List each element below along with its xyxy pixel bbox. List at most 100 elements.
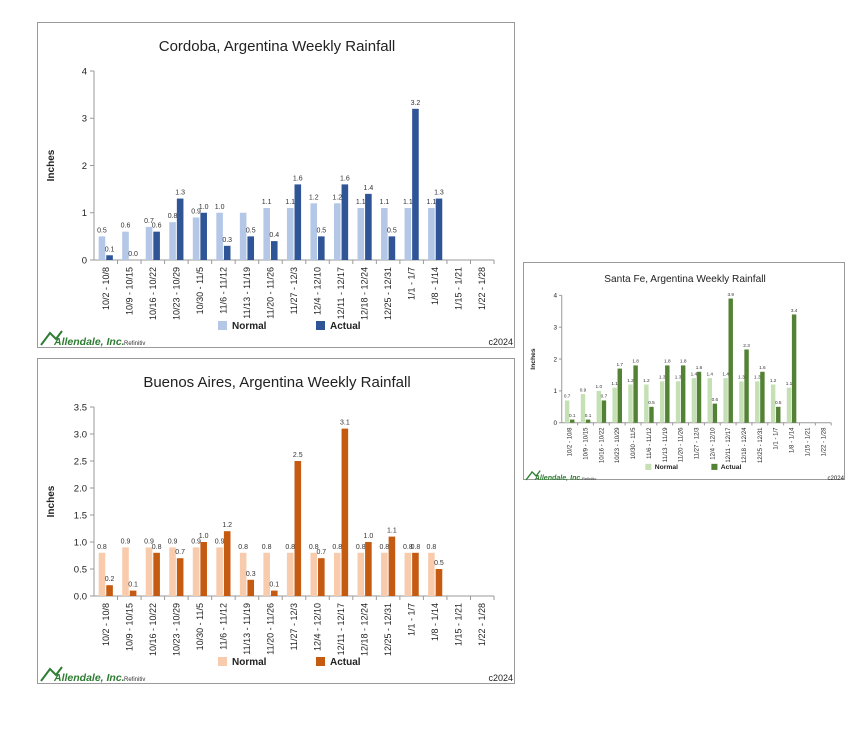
santa-fe-category-label: 11/13 - 11/19 — [663, 427, 669, 462]
cordoba-normal-data-label: 0.7 — [144, 218, 154, 225]
buenos-aires-category-label: 12/4 - 12/10 — [313, 603, 323, 651]
santa-fe-actual-data-label: 1.8 — [632, 359, 639, 364]
cordoba-allendale-logo: Allendale, Inc. — [40, 330, 125, 348]
santa-fe-category-label: 11/20 - 11/26 — [679, 427, 685, 462]
cordoba-normal-bar — [404, 208, 412, 260]
santa-fe-normal-data-label: 1.4 — [722, 371, 729, 376]
santa-fe-actual-data-label: 1.8 — [680, 359, 687, 364]
buenos-aires-actual-bar — [176, 558, 184, 596]
cordoba-category-label: 12/11 - 12/17 — [336, 267, 346, 319]
santa-fe-category-label: 1/22 - 1/28 — [821, 427, 827, 457]
cordoba-source-label: Refinitiv — [124, 341, 145, 347]
buenos-aires-category-label: 1/8 - 1/14 — [430, 603, 440, 641]
cordoba-normal-bar — [122, 231, 129, 260]
buenos-aires-actual-bar — [247, 579, 255, 596]
santa-fe-actual-bar — [570, 419, 575, 423]
santa-fe-actual-data-label: 0.5 — [775, 400, 782, 405]
buenos-aires-category-label: 11/20 - 11/26 — [265, 603, 275, 655]
buenos-aires-normal-data-label: 0.8 — [403, 544, 413, 551]
cordoba-actual-data-label: 1.4 — [364, 185, 374, 192]
buenos-aires-normal-bar — [333, 552, 341, 596]
cordoba-normal-data-label: 1.1 — [285, 199, 295, 206]
buenos-aires-category-label: 10/16 - 10/22 — [148, 603, 158, 656]
cordoba-normal-bar — [216, 212, 223, 260]
santa-fe-normal-bar — [612, 387, 617, 423]
buenos-aires-category-label: 11/6 - 11/12 — [218, 603, 228, 650]
cordoba-y-tick-label: 0 — [82, 255, 87, 266]
buenos-aires-normal-data-label: 0.9 — [144, 538, 154, 545]
buenos-aires-normal-data-label: 0.8 — [309, 544, 319, 551]
santa-fe-normal-bar — [628, 384, 633, 423]
cordoba-actual-data-label: 0.0 — [128, 251, 138, 258]
santa-fe-chart-title: Santa Fe, Argentina Weekly Rainfall — [604, 274, 765, 285]
santa-fe-normal-data-label: 1.1 — [786, 381, 793, 386]
buenos-aires-normal-data-label: 0.8 — [97, 544, 107, 551]
santa-fe-normal-data-label: 0.7 — [564, 394, 571, 399]
santa-fe-y-tick-label: 4 — [553, 293, 557, 300]
santa-fe-allendale-logo: Allendale, Inc. — [525, 470, 582, 481]
santa-fe-y-axis-label: Inches — [530, 348, 537, 370]
cordoba-actual-data-label: 1.6 — [293, 175, 303, 182]
santa-fe-category-label: 1/15 - 1/21 — [805, 427, 811, 457]
santa-fe-actual-data-label: 0.1 — [585, 413, 592, 418]
cordoba-actual-data-label: 1.0 — [199, 204, 209, 211]
santa-fe-category-label: 1/1 - 1/7 — [774, 427, 780, 450]
santa-fe-normal-data-label: 1.3 — [738, 375, 745, 380]
santa-fe-actual-data-label: 3.4 — [791, 308, 798, 313]
buenos-aires-actual-data-label: 0.2 — [105, 576, 115, 583]
buenos-aires-actual-data-label: 0.8 — [411, 544, 421, 551]
buenos-aires-copyright-label: c2024 — [488, 673, 513, 683]
santa-fe-category-label: 10/9 - 10/15 — [584, 427, 590, 460]
santa-fe-normal-data-label: 1.2 — [770, 378, 777, 383]
buenos-aires-y-axis-label: Inches — [46, 485, 57, 517]
cordoba-normal-bar — [333, 203, 341, 260]
cordoba-actual-bar — [365, 193, 372, 260]
cordoba-normal-bar — [428, 208, 435, 260]
buenos-aires-category-label: 1/22 - 1/28 — [477, 603, 487, 646]
buenos-aires-normal-data-label: 0.8 — [379, 544, 389, 551]
cordoba-category-label: 11/13 - 11/19 — [242, 267, 252, 319]
buenos-aires-legend-label-actual: Actual — [330, 657, 361, 668]
santa-fe-y-tick-label: 0 — [553, 420, 557, 427]
santa-fe-actual-data-label: 0.1 — [569, 413, 576, 418]
cordoba-normal-bar — [381, 208, 388, 260]
cordoba-y-tick-label: 3 — [82, 114, 87, 125]
santa-fe-actual-bar — [649, 406, 654, 423]
buenos-aires-normal-bar — [263, 552, 270, 596]
buenos-aires-actual-data-label: 2.5 — [293, 452, 303, 459]
buenos-aires-allendale-logo: Allendale, Inc. — [40, 666, 125, 684]
buenos-aires-y-tick-label: 3.0 — [74, 429, 87, 440]
cordoba-actual-bar — [200, 212, 207, 260]
santa-fe-normal-data-label: 1.3 — [675, 375, 682, 380]
buenos-aires-actual-data-label: 1.1 — [387, 528, 397, 535]
buenos-aires-normal-bar — [310, 552, 318, 596]
santa-fe-normal-bar — [675, 381, 681, 423]
santa-fe-actual-bar — [728, 298, 733, 423]
buenos-aires-normal-data-label: 0.8 — [262, 544, 272, 551]
buenos-aires-category-label: 12/11 - 12/17 — [336, 603, 346, 655]
santa-fe-normal-data-label: 1.4 — [706, 371, 713, 376]
santa-fe-normal-bar — [564, 400, 570, 423]
cordoba-copyright-label: c2024 — [488, 337, 513, 347]
cordoba-normal-data-label: 0.8 — [168, 213, 178, 220]
cordoba-category-label: 1/22 - 1/28 — [477, 267, 487, 310]
buenos-aires-normal-data-label: 0.9 — [191, 538, 201, 545]
santa-fe-actual-bar — [633, 365, 638, 423]
buenos-aires-legend-swatch-normal — [218, 657, 227, 666]
santa-fe-category-label: 10/23 - 10/29 — [615, 427, 621, 463]
santa-fe-actual-data-label: 2.3 — [743, 343, 750, 348]
santa-fe-actual-bar — [680, 365, 686, 423]
santa-fe-category-label: 12/11 - 12/17 — [726, 427, 732, 463]
santa-fe-actual-bar — [744, 349, 749, 423]
cordoba-normal-bar — [98, 236, 106, 260]
santa-fe-normal-data-label: 1.2 — [627, 378, 634, 383]
santa-fe-normal-bar — [691, 378, 697, 423]
santa-fe-category-label: 1/8 - 1/14 — [790, 427, 796, 453]
cordoba-category-label: 10/16 - 10/22 — [148, 267, 158, 320]
cordoba-chart-title: Cordoba, Argentina Weekly Rainfall — [159, 38, 396, 55]
santa-fe-normal-data-label: 1.1 — [611, 381, 618, 386]
cordoba-category-label: 12/4 - 12/10 — [313, 267, 323, 315]
cordoba-normal-data-label: 1.1 — [356, 199, 366, 206]
buenos-aires-normal-bar — [192, 547, 200, 596]
buenos-aires-chart-panel: Buenos Aires, Argentina Weekly Rainfall I… — [37, 358, 515, 684]
